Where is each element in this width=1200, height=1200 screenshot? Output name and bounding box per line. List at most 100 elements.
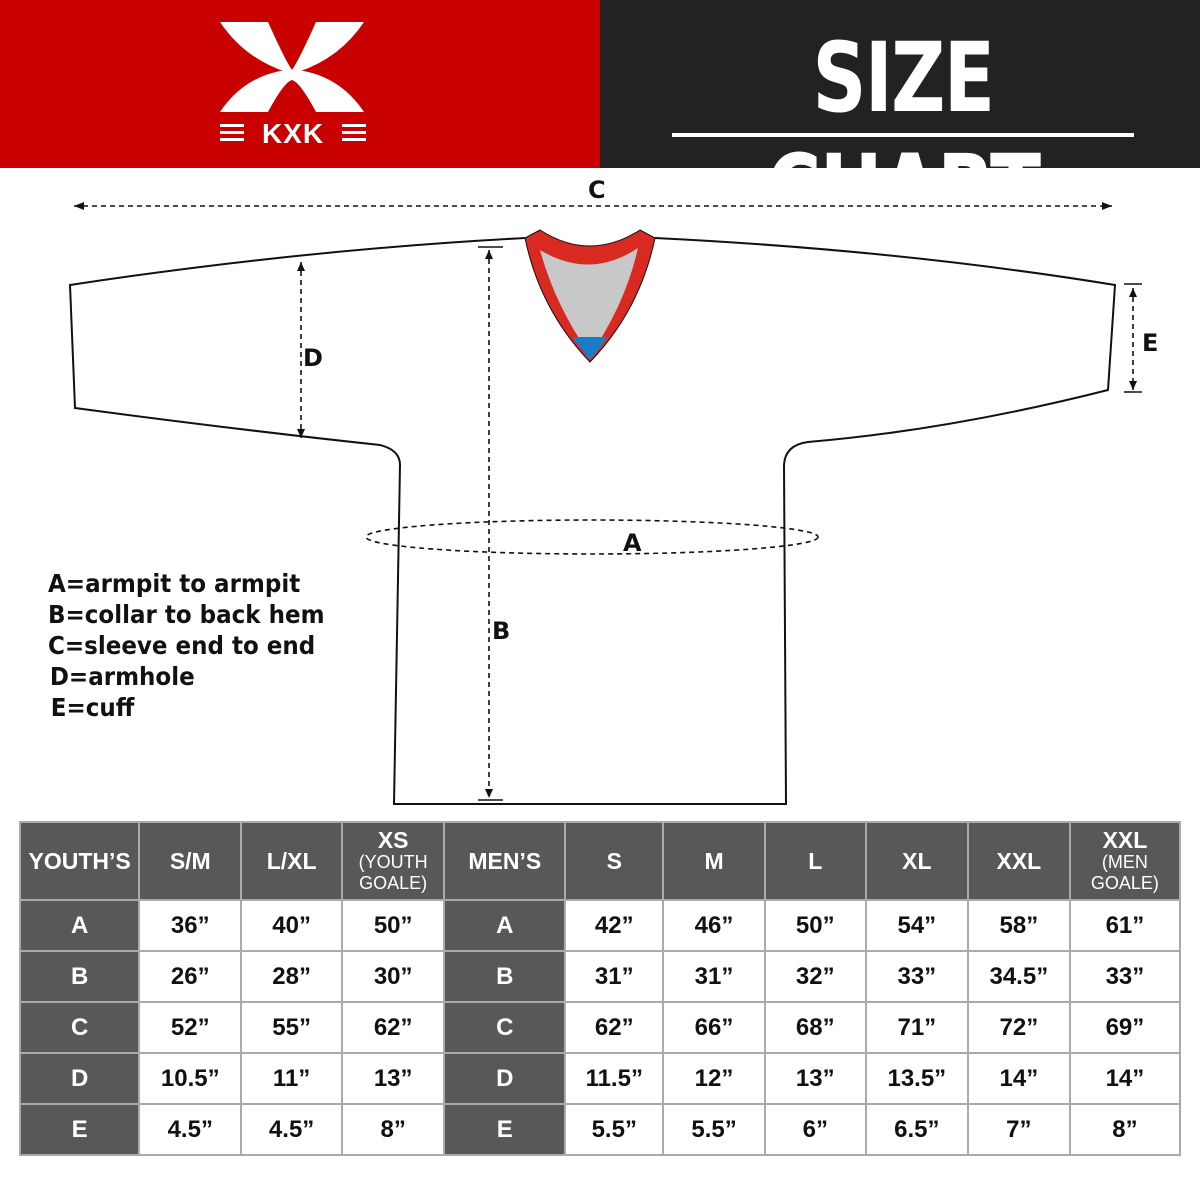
table-row: D 10.5” 11” 13” D 11.5” 12” 13” 13.5” 14” 14” xyxy=(18,1052,1182,1105)
measurement-value: 66” xyxy=(662,1001,766,1054)
measurement-value: 72” xyxy=(966,1001,1071,1054)
size-label: XXL xyxy=(996,848,1042,874)
measurement-value: 61” xyxy=(1068,899,1182,952)
size-label: XXL xyxy=(1102,827,1148,853)
brand-banner: KXK xyxy=(0,0,600,168)
measurement-value: 32” xyxy=(763,950,867,1003)
jersey-diagram xyxy=(68,202,1142,805)
measurement-value: 36” xyxy=(138,899,243,952)
measurement-key: D xyxy=(18,1052,141,1105)
measurement-value: 69” xyxy=(1068,1001,1182,1054)
size-label: L/XL xyxy=(266,848,317,874)
table-header-row: YOUTH’S S/M L/XL XS (YOUTH GOALE) MEN’S S M L XL X… xyxy=(18,821,1182,901)
size-column-header: S xyxy=(564,821,665,901)
size-column-header: S/M xyxy=(138,821,243,901)
measurement-value: 40” xyxy=(240,899,343,952)
size-column-header: L/XL xyxy=(240,821,343,901)
collar-tag xyxy=(572,337,608,360)
size-column-header: XXL (MEN GOALE) xyxy=(1068,821,1182,901)
size-label: XS xyxy=(377,827,409,853)
measurement-value: 4.5” xyxy=(138,1103,243,1156)
size-note: (YOUTH GOALE) xyxy=(358,852,428,893)
measurement-legend: A=armpit to armpit B=collar to back hem … xyxy=(48,568,325,723)
measurement-value: 6” xyxy=(763,1103,867,1156)
measurement-key: A xyxy=(18,899,141,952)
measurement-value: 30” xyxy=(340,950,446,1003)
label-e: E xyxy=(1142,329,1159,357)
measurement-value: 28” xyxy=(240,950,343,1003)
measurement-value: 33” xyxy=(864,950,969,1003)
measurement-key: A xyxy=(443,899,567,952)
title-underline xyxy=(672,133,1134,137)
measurement-value: 33” xyxy=(1068,950,1182,1003)
label-b: B xyxy=(492,617,511,645)
kxk-logo-icon xyxy=(220,22,366,141)
size-label: S/M xyxy=(169,848,211,874)
legend-item: C=sleeve end to end xyxy=(48,631,316,660)
measurement-key: C xyxy=(443,1001,567,1054)
table-row: A 36” 40” 50” A 42” 46” 50” 54” 58” 61” xyxy=(18,899,1182,952)
title-banner xyxy=(600,0,1200,168)
men-header: MEN’S xyxy=(443,821,567,901)
measurement-value: 42” xyxy=(564,899,665,952)
label-d: D xyxy=(303,344,323,372)
collar-inner xyxy=(540,248,638,355)
table-row: C 52” 55” 62” C 62” 66” 68” 71” 72” 69” xyxy=(18,1001,1182,1054)
measurement-value: 11” xyxy=(240,1052,343,1105)
measurement-value: 34.5” xyxy=(966,950,1071,1003)
size-label: S xyxy=(606,848,622,874)
measurement-value: 5.5” xyxy=(662,1103,766,1156)
measurement-value: 31” xyxy=(564,950,665,1003)
measurement-key: B xyxy=(443,950,567,1003)
table-row: B 26” 28” 30” B 31” 31” 32” 33” 34.5” 33” xyxy=(18,950,1182,1003)
measurement-value: 5.5” xyxy=(564,1103,665,1156)
measurement-value: 50” xyxy=(763,899,867,952)
legend-item: E=cuff xyxy=(50,693,135,722)
size-column-header: L xyxy=(763,821,867,901)
legend-item: D=armhole xyxy=(49,662,195,691)
measurement-value: 11.5” xyxy=(564,1052,665,1105)
measurement-value: 46” xyxy=(662,899,766,952)
youth-header: YOUTH’S xyxy=(18,821,141,901)
measurement-value: 13.5” xyxy=(864,1052,969,1105)
size-column-header: XL xyxy=(864,821,969,901)
measurement-value: 55” xyxy=(240,1001,343,1054)
measurement-value: 13” xyxy=(763,1052,867,1105)
size-column-header: XS (YOUTH GOALE) xyxy=(340,821,446,901)
brand-name: KXK xyxy=(261,118,325,149)
measurement-value: 4.5” xyxy=(240,1103,343,1156)
measurement-value: 54” xyxy=(864,899,969,952)
measurement-value: 68” xyxy=(763,1001,867,1054)
measurement-value: 8” xyxy=(1068,1103,1182,1156)
size-label: L xyxy=(808,848,823,874)
size-column-header: XXL xyxy=(966,821,1071,901)
measurement-value: 31” xyxy=(662,950,766,1003)
table-row: E 4.5” 4.5” 8” E 5.5” 5.5” 6” 6.5” 7” 8” xyxy=(18,1103,1182,1156)
measurement-value: 7” xyxy=(966,1103,1071,1156)
measurement-value: 10.5” xyxy=(138,1052,243,1105)
measurement-value: 52” xyxy=(138,1001,243,1054)
measurement-value: 58” xyxy=(966,899,1071,952)
legend-item: B=collar to back hem xyxy=(48,600,325,629)
size-note: (MEN GOALE) xyxy=(1090,852,1159,893)
page-title: SIZE CHART xyxy=(766,22,1041,246)
size-column-header: M xyxy=(662,821,766,901)
size-label: XL xyxy=(902,848,932,874)
legend-item: A=armpit to armpit xyxy=(48,569,301,598)
size-table: YOUTH’S S/M L/XL XS (YOUTH GOALE) MEN’S S M L XL X… xyxy=(18,821,1182,1156)
measurement-value: 14” xyxy=(966,1052,1071,1105)
measurement-value: 50” xyxy=(340,899,446,952)
jersey-outline xyxy=(68,237,1117,805)
measurement-value: 62” xyxy=(340,1001,446,1054)
label-c: C xyxy=(588,176,606,204)
measurement-value: 12” xyxy=(662,1052,766,1105)
measurement-value: 26” xyxy=(138,950,243,1003)
measurement-value: 8” xyxy=(340,1103,446,1156)
measurement-key: B xyxy=(18,950,141,1003)
measurement-value: 14” xyxy=(1068,1052,1182,1105)
measurement-value: 62” xyxy=(564,1001,665,1054)
measurement-key: E xyxy=(443,1103,567,1156)
measurement-key: D xyxy=(443,1052,567,1105)
measurement-key: E xyxy=(18,1103,141,1156)
label-a: A xyxy=(623,529,642,557)
